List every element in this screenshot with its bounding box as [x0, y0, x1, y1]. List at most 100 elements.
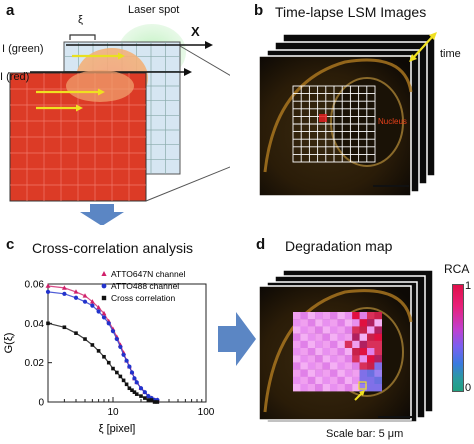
data-point-atto647n [45, 283, 51, 288]
panel-d-title: Degradation map [285, 238, 393, 254]
highlight-pixel [319, 114, 327, 122]
heatmap-cell [359, 355, 368, 363]
heatmap-cell [352, 384, 360, 392]
laser-spot-label: Laser spot [128, 4, 180, 16]
heatmap-cell [293, 348, 301, 356]
data-point-atto488 [82, 299, 88, 304]
heatmap-cell [367, 319, 375, 327]
data-point-atto488 [129, 370, 135, 375]
heatmap-cell [315, 376, 323, 385]
data-point-atto488 [101, 315, 107, 320]
down-flow-arrow [80, 204, 124, 225]
data-point-atto488 [62, 291, 67, 296]
data-point-atto647n [73, 289, 79, 294]
data-point-atto488 [146, 394, 151, 399]
heatmap-cell [330, 333, 338, 341]
heatmap-cell [374, 362, 382, 370]
y-tick-label: 0.04 [25, 319, 45, 330]
degradation-heatmap [293, 312, 382, 392]
heatmap-cell [359, 369, 368, 377]
data-point-atto488 [114, 336, 119, 342]
legend-label: Cross correlation [111, 293, 176, 303]
colorbar [452, 284, 464, 392]
heatmap-cell [352, 362, 360, 370]
heatmap-cell [367, 340, 375, 349]
data-point-cross-correlation [102, 354, 106, 359]
data-point-cross-correlation [96, 349, 101, 353]
scale-bar-label: Scale bar: 5 μm [326, 428, 404, 440]
heatmap-cell [300, 369, 308, 377]
xi-label: ξ [78, 14, 83, 26]
data-point-atto488 [73, 295, 79, 300]
heatmap-cell [337, 333, 345, 341]
heatmap-cell [330, 355, 338, 363]
heatmap-cell [300, 355, 308, 363]
heatmap-cell [374, 369, 382, 377]
heatmap-cell [300, 326, 308, 334]
panel-a-schematic [9, 24, 230, 225]
heatmap-cell [300, 376, 308, 385]
data-point-cross-correlation [149, 398, 154, 402]
chart-legend: ATTO647N channel ATTO488 channel Cross cor… [101, 269, 185, 303]
legend-label: ATTO488 channel [111, 281, 179, 291]
data-point-cross-correlation [46, 321, 50, 326]
heatmap-cell [352, 355, 360, 363]
panel-c-letter: c [6, 236, 15, 253]
heatmap-cell [315, 333, 323, 341]
heatmap-cell [359, 362, 368, 370]
nucleus-label: Nucleus [378, 117, 407, 126]
heatmap-cell [344, 312, 353, 320]
data-point-cross-correlation [118, 374, 123, 379]
data-point-atto647n [101, 310, 107, 316]
heatmap-cell [322, 348, 331, 356]
heatmap-cell [367, 333, 375, 341]
heatmap-cell [307, 376, 316, 385]
heatmap-cell [374, 376, 382, 385]
heatmap-cell [330, 319, 338, 327]
heatmap-cell [330, 348, 338, 356]
chart-axes: 0 0.02 0.04 0.06 10 100 ξ [pixel] G(ξ) [3, 280, 215, 436]
data-point-atto488 [96, 309, 101, 314]
x-axis-label: X [191, 24, 200, 39]
heatmap-cell [322, 340, 331, 349]
data-point-atto488 [132, 376, 137, 381]
heatmap-cell [322, 362, 331, 370]
heatmap-cell [374, 355, 382, 363]
panel-c-title: Cross-correlation analysis [32, 240, 194, 256]
heatmap-cell [307, 355, 316, 363]
heatmap-cell [374, 312, 382, 320]
heatmap-cell [330, 312, 338, 320]
heatmap-cell [293, 369, 301, 377]
heatmap-cell [374, 333, 382, 341]
x-axis-label: ξ [pixel] [99, 423, 136, 435]
heatmap-cell [322, 333, 331, 341]
scale-bar-d [378, 416, 412, 418]
data-point-atto488 [121, 352, 126, 357]
green-channel-label: I (green) [2, 43, 44, 55]
heatmap-cell [315, 369, 323, 377]
heatmap-cell [315, 319, 323, 327]
heatmap-cell [337, 355, 345, 363]
heatmap-cell [344, 340, 353, 349]
heatmap-cell [307, 312, 316, 320]
x-tick-label: 10 [107, 407, 119, 418]
heatmap-cell [315, 326, 323, 334]
heatmap-cell [374, 326, 382, 334]
analysis-grid [292, 85, 376, 163]
data-point-atto488 [134, 380, 139, 385]
heatmap-cell [315, 340, 323, 349]
heatmap-cell [300, 340, 308, 349]
heatmap-cell [293, 355, 301, 363]
data-point-cross-correlation [90, 343, 95, 347]
heatmap-cell [315, 312, 323, 320]
panel-b-letter: b [254, 2, 264, 19]
connector-line-top [179, 45, 230, 76]
heatmap-cell [330, 362, 338, 370]
heatmap-cell [315, 362, 323, 370]
series-fit-line [47, 291, 158, 401]
data-point-cross-correlation [62, 325, 67, 330]
data-point-cross-correlation [155, 400, 160, 404]
heatmap-cell [344, 348, 353, 356]
red-channel-label: I (red) [0, 71, 30, 83]
heatmap-cell [293, 384, 301, 392]
